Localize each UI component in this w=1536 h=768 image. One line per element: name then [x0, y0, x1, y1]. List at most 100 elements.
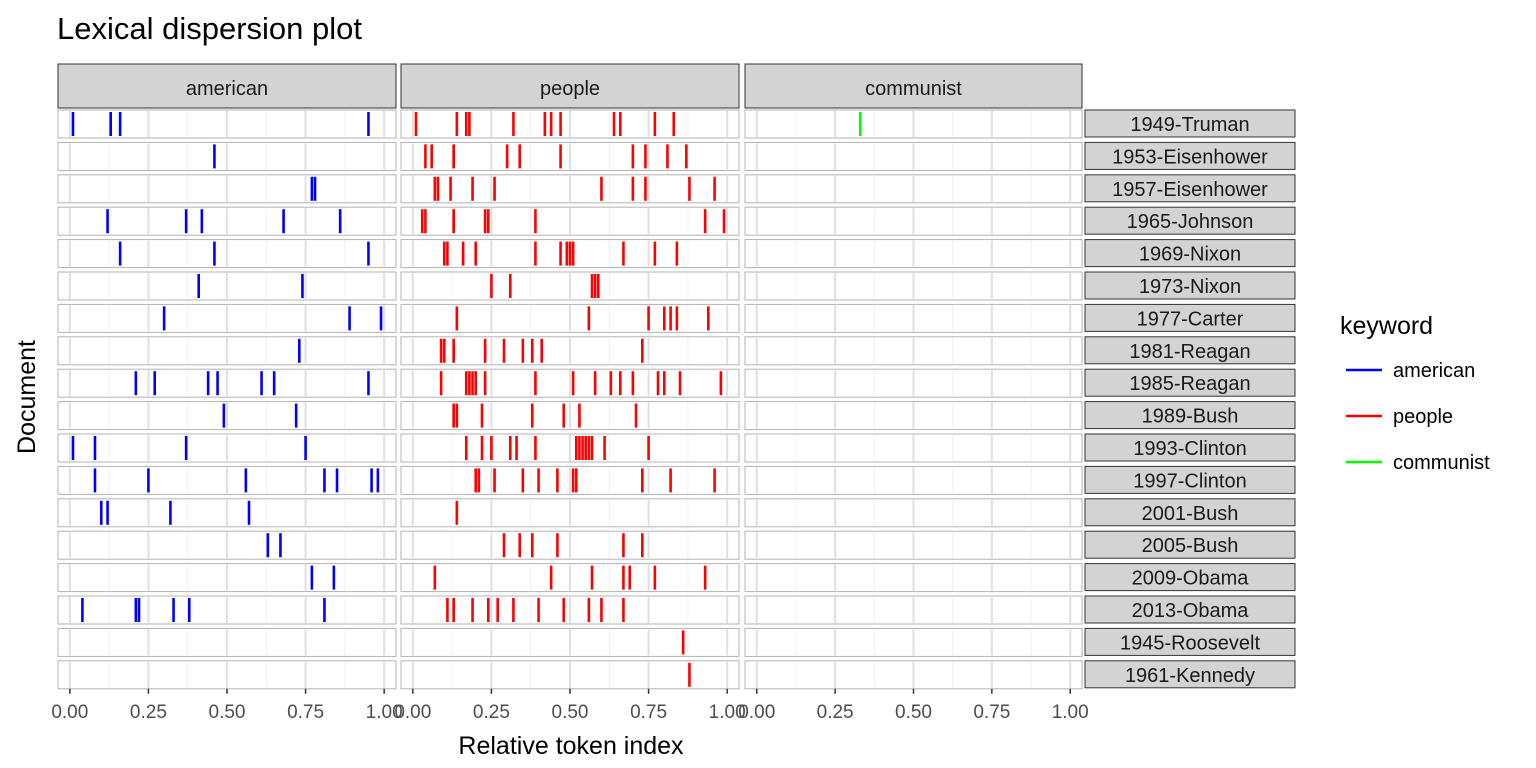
- legend: keyword american people communist: [1340, 312, 1490, 474]
- panel-cell: [57, 465, 397, 495]
- panel-cell: [400, 303, 740, 333]
- panel-cell: [744, 530, 1083, 560]
- facet-panel-people: people: [400, 63, 740, 690]
- panel-cell: [744, 271, 1083, 301]
- panel-cell: [400, 660, 740, 690]
- panel-cell: [400, 465, 740, 495]
- row-strip-label: 1985-Reagan: [1129, 373, 1250, 395]
- x-tick-label: 0.00: [394, 702, 431, 723]
- row-strip-label: 1993-Clinton: [1133, 438, 1246, 460]
- row-strip-label: 2005-Bush: [1142, 535, 1239, 557]
- x-axis-people: 0.00 0.25 0.50 0.75 1.00: [394, 688, 746, 723]
- row-strip: 1969-Nixon: [1084, 239, 1296, 268]
- panel-cell: [744, 660, 1083, 690]
- row-strip-label: 1961-Kennedy: [1125, 665, 1255, 687]
- row-strip-label: 1977-Carter: [1137, 308, 1244, 330]
- x-tick-label: 0.50: [552, 702, 589, 723]
- panel-cell: [744, 239, 1083, 269]
- x-tick-label: 0.00: [738, 702, 775, 723]
- row-strip-bg: [1084, 109, 1296, 138]
- row-strip: 1945-Roosevelt: [1084, 627, 1296, 656]
- panel-cell: [57, 174, 397, 204]
- panel-cell: [57, 627, 397, 657]
- panel-cell: [744, 627, 1083, 657]
- x-tick-label: 0.50: [209, 702, 246, 723]
- facet-header-label: american: [186, 78, 268, 100]
- x-tick-label: 0.75: [973, 702, 1010, 723]
- x-tick-label: 0.25: [473, 702, 510, 723]
- panel-cell: [57, 660, 397, 690]
- panel-cell: [400, 401, 740, 431]
- panel-cell: [400, 109, 740, 139]
- panel-cell: [57, 239, 397, 269]
- row-strip-label: 1989-Bush: [1142, 406, 1239, 428]
- panel-cell: [57, 303, 397, 333]
- x-axis-label: Relative token index: [458, 732, 684, 760]
- panel-cell: [400, 530, 740, 560]
- row-strip-label: 1953-Eisenhower: [1112, 146, 1268, 168]
- panel-cell: [400, 336, 740, 366]
- facet-header: [57, 63, 397, 109]
- panel-cell: [57, 595, 397, 625]
- row-strip-bg: [1084, 530, 1296, 559]
- row-strip-bg: [1084, 174, 1296, 203]
- panel-cell: [744, 368, 1083, 398]
- row-strip-label: 1969-Nixon: [1139, 244, 1241, 266]
- row-strip: 2005-Bush: [1084, 530, 1296, 559]
- panel-cell: [744, 141, 1083, 171]
- legend-label: communist: [1393, 452, 1490, 474]
- panel-cell: [400, 433, 740, 463]
- panel-cell: [744, 595, 1083, 625]
- row-strip: 1989-Bush: [1084, 401, 1296, 430]
- panel-cell: [400, 174, 740, 204]
- panel-cell: [57, 368, 397, 398]
- row-strip: 2013-Obama: [1084, 595, 1296, 624]
- panel-cell: [400, 563, 740, 593]
- panel-cell: [57, 336, 397, 366]
- panel-cell: [57, 401, 397, 431]
- row-strip: 2009-Obama: [1084, 563, 1296, 592]
- row-strip: 2001-Bush: [1084, 498, 1296, 527]
- facet-header-label: communist: [865, 78, 962, 100]
- legend-item-american: american: [1346, 360, 1475, 382]
- row-strip-bg: [1084, 563, 1296, 592]
- row-strip: 1981-Reagan: [1084, 336, 1296, 365]
- panel-cell: [57, 271, 397, 301]
- facet-panel-american: american: [57, 63, 397, 690]
- facet-header: [400, 63, 740, 109]
- row-strip: 1973-Nixon: [1084, 271, 1296, 300]
- legend-title: keyword: [1340, 312, 1433, 340]
- row-strip: 1957-Eisenhower: [1084, 174, 1296, 203]
- row-strip-bg: [1084, 141, 1296, 170]
- x-tick-label: 0.25: [130, 702, 167, 723]
- row-strip-bg: [1084, 627, 1296, 656]
- panel-cell: [57, 563, 397, 593]
- row-strip: 1977-Carter: [1084, 303, 1296, 332]
- row-strip-bg: [1084, 206, 1296, 235]
- row-strip-label: 1997-Clinton: [1133, 470, 1246, 492]
- row-strip: 1965-Johnson: [1084, 206, 1296, 235]
- panel-cell: [744, 174, 1083, 204]
- row-strip-bg: [1084, 271, 1296, 300]
- row-strip-label: 1945-Roosevelt: [1120, 632, 1261, 654]
- panel-cell: [400, 595, 740, 625]
- row-strip-label: 1949-Truman: [1130, 114, 1249, 136]
- row-strip-bg: [1084, 401, 1296, 430]
- row-strip: 1985-Reagan: [1084, 368, 1296, 397]
- panel-cell: [57, 433, 397, 463]
- x-tick-label: 1.00: [1052, 702, 1089, 723]
- y-axis-label: Document: [13, 340, 41, 454]
- panel-cell: [744, 401, 1083, 431]
- x-axis-american: 0.00 0.25 0.50 0.75 1.00: [51, 688, 403, 723]
- panel-cell: [57, 206, 397, 236]
- x-tick-label: 0.75: [287, 702, 324, 723]
- row-strip-bg: [1084, 368, 1296, 397]
- facet-panels: american people communist: [57, 63, 1083, 690]
- panel-cell: [400, 627, 740, 657]
- row-strip: 1961-Kennedy: [1084, 660, 1296, 689]
- legend-label: american: [1393, 360, 1475, 382]
- x-tick-label: 0.00: [51, 702, 88, 723]
- row-strip: 1949-Truman: [1084, 109, 1296, 138]
- row-strip: 1993-Clinton: [1084, 433, 1296, 462]
- x-tick-label: 0.50: [895, 702, 932, 723]
